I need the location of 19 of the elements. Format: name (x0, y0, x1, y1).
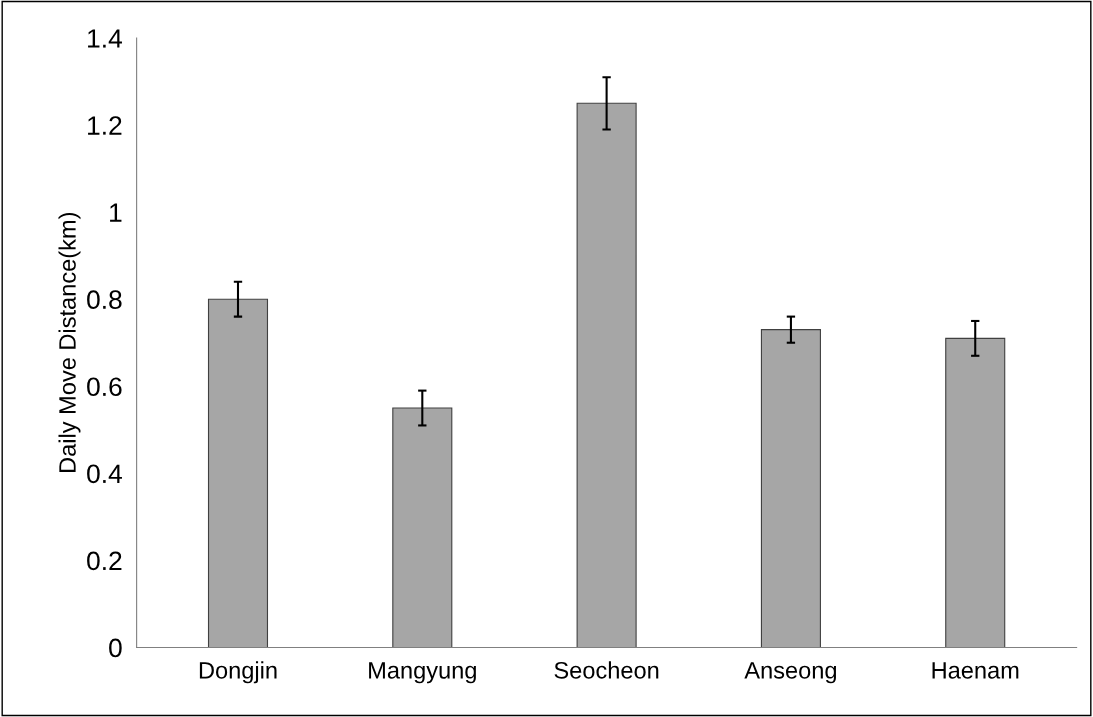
bar (760, 329, 821, 648)
y-tick-label: 0.4 (87, 464, 122, 484)
x-tick-label: Anseong (744, 662, 837, 684)
bar (392, 407, 453, 648)
bar (207, 298, 269, 648)
y-tick-label: 1 (110, 203, 122, 222)
x-tick-label: Dongjin (199, 661, 277, 684)
y-tick-label: 1.4 (88, 29, 122, 48)
x-tick-label: Mangyung (369, 662, 476, 684)
bar (945, 337, 1006, 648)
y-tick-label: 0 (109, 638, 122, 658)
x-tick-label: Haenam (932, 662, 1019, 679)
y-tick-label: 0.8 (87, 290, 122, 310)
y-tick-label: 0.2 (87, 551, 122, 571)
y-tick-label: 0.6 (87, 377, 122, 397)
y-tick-label: 1.2 (88, 116, 122, 135)
bar (576, 102, 637, 648)
y-axis-title: Daily Move Distance(km) (58, 212, 81, 472)
x-tick-label: Seocheon (554, 661, 659, 679)
